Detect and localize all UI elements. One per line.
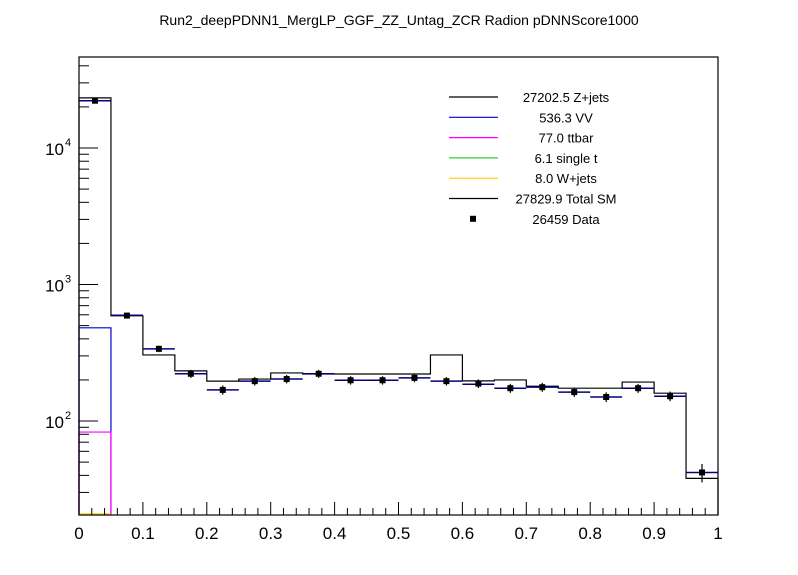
total-sm-histogram — [78, 97, 719, 515]
plot-frame — [78, 56, 719, 516]
x-tick-label: 1 — [713, 524, 722, 543]
x-tick-label: 0.1 — [131, 524, 155, 543]
data-point — [571, 389, 578, 396]
data-point — [635, 385, 642, 392]
chart-title: Run2_deepPDNN1_MergLP_GGF_ZZ_Untag_ZCR R… — [159, 12, 639, 28]
legend-label: 26459 Data — [532, 212, 600, 227]
x-tick-label: 0.2 — [195, 524, 219, 543]
x-tick-label: 0.9 — [642, 524, 666, 543]
x-tick-label: 0.4 — [323, 524, 347, 543]
data-point — [443, 378, 450, 385]
legend-label: 8.0 W+jets — [535, 171, 597, 186]
x-tick-label: 0.6 — [451, 524, 475, 543]
data-point — [187, 370, 194, 377]
legend: 27202.5 Z+jets 536.3 VV 77.0 ttbar 6.1 sing… — [449, 90, 616, 227]
data-point — [283, 376, 290, 383]
x-tick-label: 0.3 — [259, 524, 283, 543]
data-point — [507, 385, 514, 392]
legend-label: 77.0 ttbar — [539, 131, 595, 146]
data-point — [667, 393, 674, 400]
legend-label: 27829.9 Total SM — [516, 192, 617, 207]
data-point — [91, 97, 98, 104]
y-tick-exponent: 4 — [65, 137, 71, 149]
x-tick-label: 0.8 — [578, 524, 602, 543]
data-point — [379, 377, 386, 384]
x-tick-label: 0 — [74, 524, 83, 543]
data-point — [219, 386, 226, 393]
x-tick-label: 0.5 — [387, 524, 411, 543]
y-tick-label: 10 — [45, 277, 64, 296]
data-point — [699, 469, 706, 476]
legend-marker — [470, 215, 476, 222]
legend-label: 27202.5 Z+jets — [523, 90, 610, 105]
x-tick-label: 0.7 — [514, 524, 538, 543]
data-point — [603, 393, 610, 400]
y-tick-label: 10 — [45, 140, 64, 159]
y-tick-label: 10 — [45, 413, 64, 432]
data-point — [155, 345, 162, 352]
data-point — [411, 374, 418, 381]
data-point — [123, 312, 130, 319]
data-point — [315, 370, 322, 377]
y-tick-exponent: 3 — [65, 274, 71, 286]
legend-label: 6.1 single t — [535, 151, 598, 166]
ttbar-histogram — [78, 431, 112, 515]
data-point — [251, 378, 258, 385]
data-point — [475, 380, 482, 387]
data-point — [539, 384, 546, 391]
data-point — [347, 377, 354, 384]
legend-label: 536.3 VV — [539, 110, 593, 125]
y-tick-exponent: 2 — [65, 410, 71, 422]
